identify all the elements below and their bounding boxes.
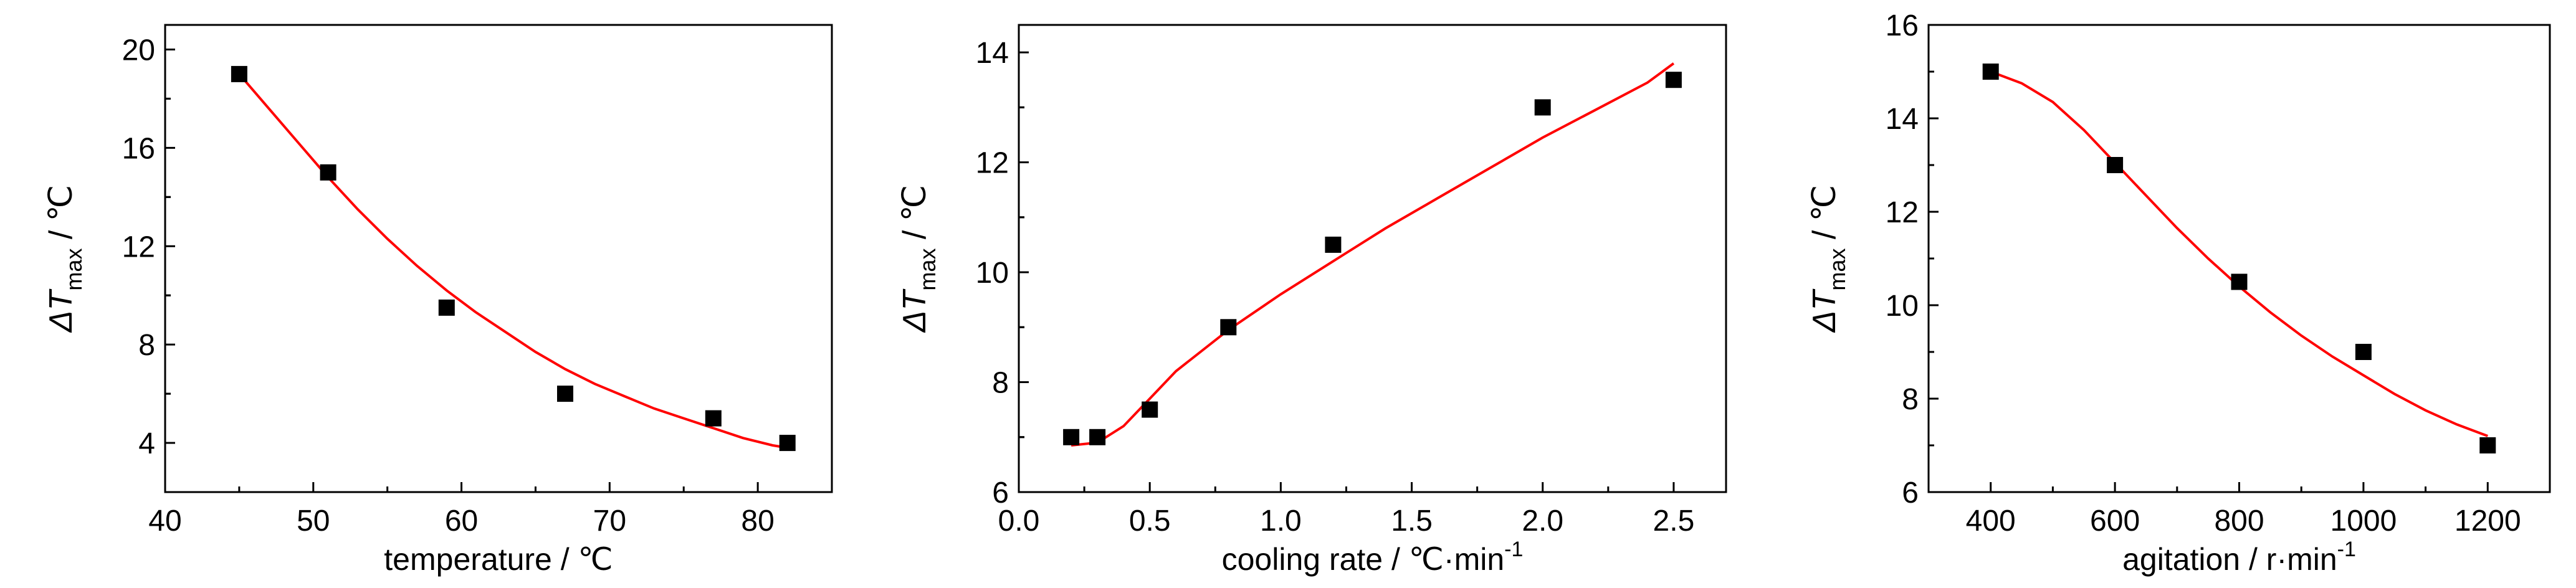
x-tick-label: 80: [741, 505, 774, 538]
x-axis-label-text: cooling rate / ℃·min: [1222, 542, 1505, 577]
y-tick-label: 16: [122, 132, 155, 165]
data-point: [2355, 344, 2372, 360]
y-tick-label: 6: [1902, 477, 1919, 510]
x-tick-label: 0.5: [1129, 505, 1171, 538]
y-axis-label: ΔTmax / ℃: [897, 185, 940, 333]
data-point: [779, 435, 796, 452]
y-axis-label-subscript: max: [1825, 249, 1850, 291]
data-point: [2231, 273, 2248, 290]
x-tick-label: 600: [2090, 505, 2140, 538]
x-tick-label: 60: [445, 505, 478, 538]
data-point: [2479, 437, 2496, 453]
y-axis-label: ΔTmax / ℃: [1806, 185, 1850, 333]
data-point: [1142, 401, 1158, 418]
chart-panel-1: 40 50 60 70 80 4 8 12 16 20 temperature / ℃ ΔTmax /…: [43, 24, 833, 577]
data-point: [705, 410, 722, 427]
y-axis-label-unit: / ℃: [1806, 185, 1843, 249]
y-axis-label: ΔTmax / ℃: [43, 185, 87, 333]
y-tick-label: 4: [138, 427, 155, 460]
fit-curve: [238, 73, 788, 449]
data-point: [320, 164, 336, 181]
plot-frame: [164, 24, 833, 493]
y-axis-label-unit: / ℃: [897, 185, 933, 249]
plot-frame: [1927, 24, 2551, 493]
data-point: [557, 386, 573, 402]
y-tick-label: 8: [992, 367, 1009, 400]
x-tick-label: 400: [1966, 505, 2016, 538]
x-tick-label: 70: [593, 505, 626, 538]
y-tick-label: 10: [976, 257, 1009, 290]
chart-panel-2: 0.0 0.5 1.0 1.5 2.0 2.5 6 8 10 12 14 cooling rate /…: [897, 24, 1727, 577]
x-axis-label: agitation / r·min-1: [2122, 538, 2356, 577]
data-point: [438, 299, 455, 316]
x-tick-label: 0.0: [998, 505, 1040, 538]
x-axis-label: temperature / ℃: [384, 542, 613, 577]
x-tick-label: 2.5: [1653, 505, 1695, 538]
y-axis-label-subscript: max: [61, 249, 87, 291]
data-point: [2107, 157, 2124, 173]
y-axis-label-symbol: ΔT: [1806, 288, 1843, 333]
y-axis-label-symbol: ΔT: [897, 288, 933, 333]
data-point: [1220, 319, 1237, 336]
x-tick-label: 50: [297, 505, 330, 538]
x-axis-label-text: temperature / ℃: [384, 542, 613, 577]
y-tick-label: 20: [122, 34, 155, 67]
y-axis-label-subscript: max: [915, 249, 940, 291]
y-tick-label: 8: [138, 329, 155, 362]
x-tick-label: 800: [2214, 505, 2264, 538]
x-tick-label: 1.5: [1391, 505, 1433, 538]
y-tick-label: 14: [1886, 103, 1919, 136]
plot-frame: [1018, 24, 1727, 493]
x-tick-label: 1200: [2454, 505, 2521, 538]
y-tick-label: 14: [976, 37, 1009, 70]
y-tick-label: 10: [1886, 290, 1919, 323]
chart-panel-3: 400 600 800 1000 1200 6 8 10 12 14 16 agitation / r…: [1806, 9, 2551, 577]
data-point: [1063, 429, 1080, 445]
x-axis-label-exponent: -1: [1504, 538, 1523, 561]
data-point: [1089, 429, 1106, 445]
data-point: [1665, 72, 1682, 88]
fit-curve: [1071, 62, 1675, 447]
y-axis-label-unit: / ℃: [43, 185, 79, 249]
x-tick-label: 2.0: [1522, 505, 1563, 538]
x-axis-label-exponent: -1: [2337, 538, 2356, 561]
y-tick-label: 6: [992, 477, 1009, 510]
data-point: [1534, 99, 1551, 116]
x-tick-label: 1.0: [1260, 505, 1302, 538]
x-axis-label-text: agitation / r·min: [2122, 542, 2337, 577]
y-tick-label: 8: [1902, 383, 1919, 416]
fit-curve: [1990, 70, 2489, 437]
y-tick-label: 12: [1886, 196, 1919, 229]
y-axis-label-symbol: ΔT: [43, 288, 79, 333]
y-tick-label: 16: [1886, 9, 1919, 42]
data-point: [1325, 236, 1342, 253]
data-point: [231, 65, 247, 82]
x-axis-label: cooling rate / ℃·min-1: [1222, 538, 1524, 577]
x-tick-label: 1000: [2330, 505, 2397, 538]
data-point: [1982, 64, 1999, 80]
x-tick-label: 40: [148, 505, 181, 538]
y-tick-label: 12: [122, 230, 155, 263]
y-tick-label: 12: [976, 147, 1009, 180]
